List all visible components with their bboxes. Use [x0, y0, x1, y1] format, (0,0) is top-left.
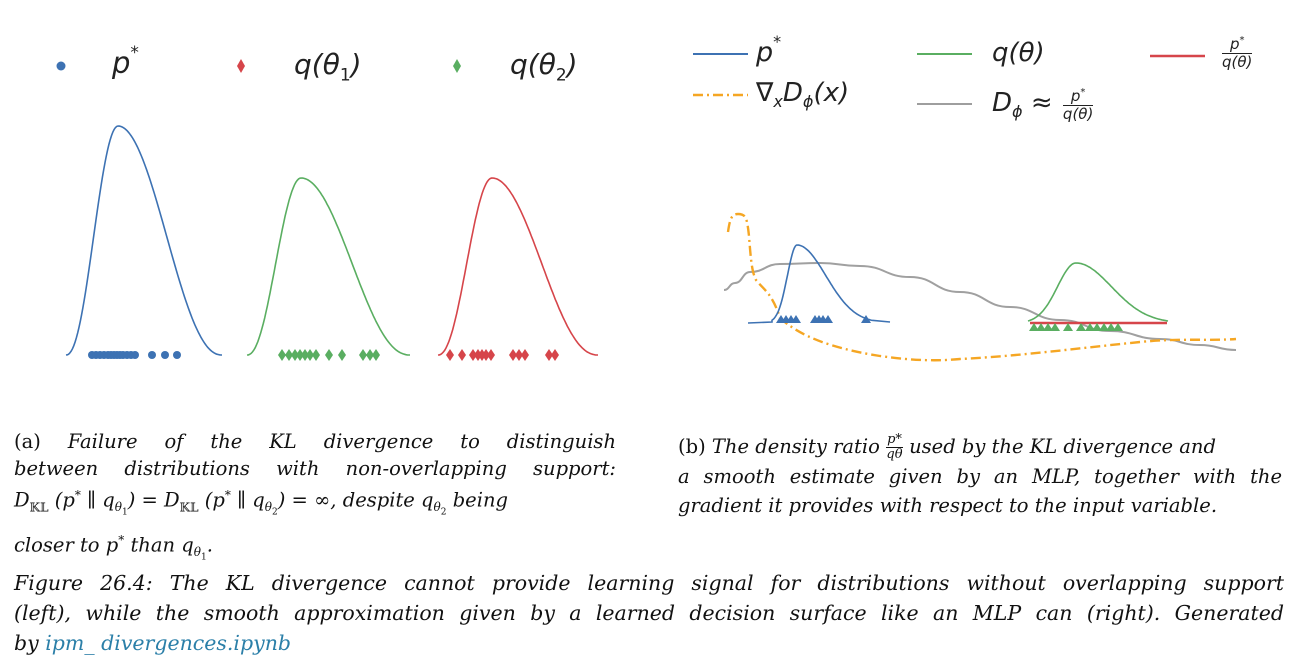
- q-theta1-sample: [469, 349, 477, 361]
- figure-caption-line1: Figure 26.4: The KL divergence cannot pr…: [14, 571, 1284, 595]
- figure-caption: Figure 26.4: The KL divergence cannot pr…: [14, 568, 1284, 658]
- q-theta2-density-curve: [246, 177, 410, 356]
- legend-label-p-star: p*: [112, 43, 139, 80]
- q-theta-sample: [1050, 323, 1060, 331]
- legend-label-p-star-b: p*: [756, 32, 782, 68]
- panel-a: p* q(θ1) q(θ2): [0, 0, 640, 400]
- subcaption-b-line2: a smooth estimate given by an MLP, toget…: [678, 465, 1282, 488]
- subcaption-b-line3: gradient it provides with respect to the…: [678, 494, 1218, 517]
- q-theta2-sample: [359, 349, 367, 361]
- legend-label-d-phi: Dϕ ≈ p* q(θ): [992, 84, 1094, 123]
- q-theta-sample: [1106, 323, 1116, 331]
- p-star-samples: [776, 315, 871, 323]
- subcaption-b: (b) The density ratio p* qθ used by the …: [678, 432, 1282, 520]
- legend-label-gradient: ∇xDϕ(x): [756, 78, 850, 112]
- legend-marker-q-theta2: [453, 59, 461, 73]
- panel-b-chart: [693, 53, 1237, 362]
- legend-marker-p-star: [56, 61, 66, 71]
- gradient-curve: [726, 212, 1237, 362]
- figure-caption-line2: (left), while the smooth approximation g…: [14, 601, 1284, 625]
- q-theta1-sample: [551, 349, 559, 361]
- q-theta2-sample: [366, 349, 374, 361]
- q-theta1-sample: [482, 349, 490, 361]
- q-theta1-sample: [545, 349, 553, 361]
- q-theta2-sample: [296, 349, 304, 361]
- q-theta1-sample: [487, 349, 495, 361]
- p-star-sample: [823, 315, 833, 323]
- q-theta1-density-curve: [437, 177, 598, 356]
- p-star-sample: [161, 351, 169, 359]
- q-theta1-sample: [458, 349, 466, 361]
- q-theta-samples: [1029, 323, 1123, 331]
- subcaption-a: (a) Failure of the KL divergence to dist…: [14, 428, 616, 572]
- subcaption-b-line1: (b) The density ratio p* qθ used by the …: [678, 432, 1216, 462]
- q-theta1-sample: [521, 349, 529, 361]
- q-theta-sample: [1099, 323, 1109, 331]
- q-theta-sample: [1085, 323, 1095, 331]
- p-star-curve: [747, 244, 891, 324]
- p-star-sample: [148, 351, 156, 359]
- q-theta-sample: [1036, 323, 1046, 331]
- panel-a-chart: [56, 59, 598, 361]
- p-star-sample: [791, 315, 801, 323]
- figure-caption-line3: by ipm_ divergences.ipynb: [14, 631, 292, 655]
- q-theta2-sample: [285, 349, 293, 361]
- p-star-sample: [173, 351, 181, 359]
- q-theta2-samples: [278, 349, 380, 361]
- q-theta1-samples: [446, 349, 559, 361]
- q-theta2-sample: [325, 349, 333, 361]
- q-theta1-sample: [515, 349, 523, 361]
- p-star-sample: [861, 315, 871, 323]
- panel-b: p* ∇xDϕ(x) q(θ) Dϕ ≈ p* q(θ) p* q(θ): [660, 0, 1305, 400]
- q-theta2-sample: [301, 349, 309, 361]
- q-theta2-sample: [291, 349, 299, 361]
- subcaption-a-line4: closer to p* than qθ1.: [14, 532, 213, 563]
- legend-label-ratio: p* q(θ): [1222, 32, 1253, 71]
- q-theta2-sample: [312, 349, 320, 361]
- q-theta-sample: [1092, 323, 1102, 331]
- q-theta1-sample: [446, 349, 454, 361]
- q-theta1-sample: [509, 349, 517, 361]
- p-star-density-curve: [65, 125, 222, 356]
- legend-label-q-theta2: q(θ2): [510, 48, 578, 86]
- notebook-link[interactable]: ipm_ divergences.ipynb: [45, 631, 292, 655]
- q-theta2-sample: [372, 349, 380, 361]
- q-theta2-sample: [278, 349, 286, 361]
- q-theta2-sample: [306, 349, 314, 361]
- q-theta2-sample: [338, 349, 346, 361]
- legend-label-q-theta: q(θ): [992, 38, 1045, 68]
- q-theta-sample: [1029, 323, 1039, 331]
- q-theta-sample: [1076, 323, 1086, 331]
- q-theta-sample: [1113, 323, 1123, 331]
- p-star-sample: [131, 351, 139, 359]
- subcaption-a-line2: between distributions with non-overlappi…: [14, 457, 616, 480]
- legend-label-q-theta1: q(θ1): [294, 48, 362, 86]
- q-theta-sample: [1063, 323, 1073, 331]
- p-star-samples: [88, 351, 181, 359]
- q-theta-sample: [1043, 323, 1053, 331]
- subcaption-a-equation: D𝕂𝕃 (p* ∥ qθ1) = D𝕂𝕃 (p* ∥ qθ2) = ∞, des…: [14, 488, 509, 518]
- subcaption-a-line1: (a) Failure of the KL divergence to dist…: [14, 430, 617, 453]
- d-phi-estimate-curve: [723, 261, 1237, 351]
- legend-marker-q-theta1: [237, 59, 245, 73]
- q-theta-curve: [1027, 262, 1169, 322]
